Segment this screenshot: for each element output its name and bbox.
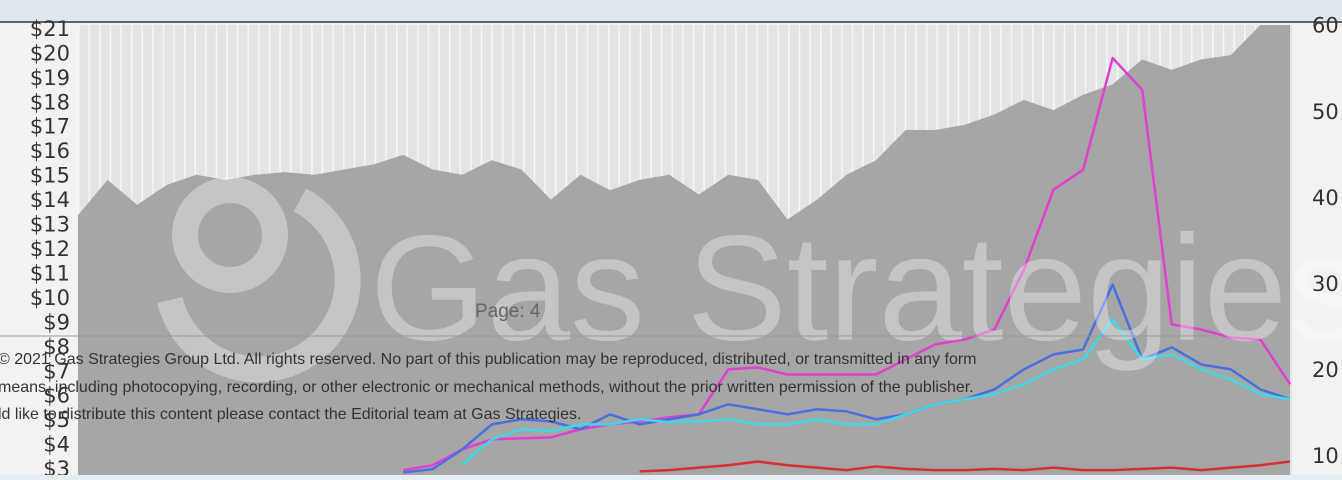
y-tick-label: $6 [43, 384, 70, 408]
y-tick-label: $21 [30, 17, 70, 41]
y-tick-label: $7 [43, 359, 70, 383]
y-tick-label: $14 [30, 188, 70, 212]
footer-line: ld like to distribute this content pleas… [0, 406, 581, 423]
y-tick-label: $4 [43, 433, 70, 457]
plot [78, 25, 1292, 475]
y-tick-label: $11 [30, 261, 70, 285]
y-tick-label: $12 [30, 237, 70, 261]
y-tick-label: $19 [30, 66, 70, 90]
y-tick-label: $5 [43, 408, 70, 432]
y2-tick-label: 40 [1312, 186, 1339, 210]
y2-tick-label: 30 [1312, 272, 1339, 296]
footer-line: © 2021 Gas Strategies Group Ltd. All rig… [0, 351, 977, 368]
watermark: Gas Strategies [370, 204, 1342, 372]
y-tick-label: $13 [30, 213, 70, 237]
y-tick-label: $17 [30, 115, 70, 139]
y-tick-label: $16 [30, 139, 70, 163]
y2-tick-label: 20 [1312, 358, 1339, 382]
y-tick-label: $10 [30, 286, 70, 310]
y-tick-label: $18 [30, 90, 70, 114]
y-tick-label: $15 [30, 164, 70, 188]
y2-tick-label: 10 [1312, 444, 1339, 468]
area [78, 25, 1290, 475]
line [461, 318, 1291, 466]
y2-tick-label: 60 [1312, 14, 1339, 38]
line [639, 460, 1291, 473]
footer-line: means, including photocopying, recording… [0, 379, 974, 396]
y-tick-label: $8 [43, 335, 70, 359]
line [402, 56, 1292, 472]
top-band [0, 0, 1342, 22]
y-tick-label: $20 [30, 41, 70, 65]
page-label: Page: 4 [475, 301, 541, 322]
y-tick-label: $9 [43, 310, 70, 334]
watermark-logo [157, 177, 361, 383]
y-tick-label: $3 [43, 457, 70, 475]
y2-tick-label: 50 [1312, 100, 1339, 124]
